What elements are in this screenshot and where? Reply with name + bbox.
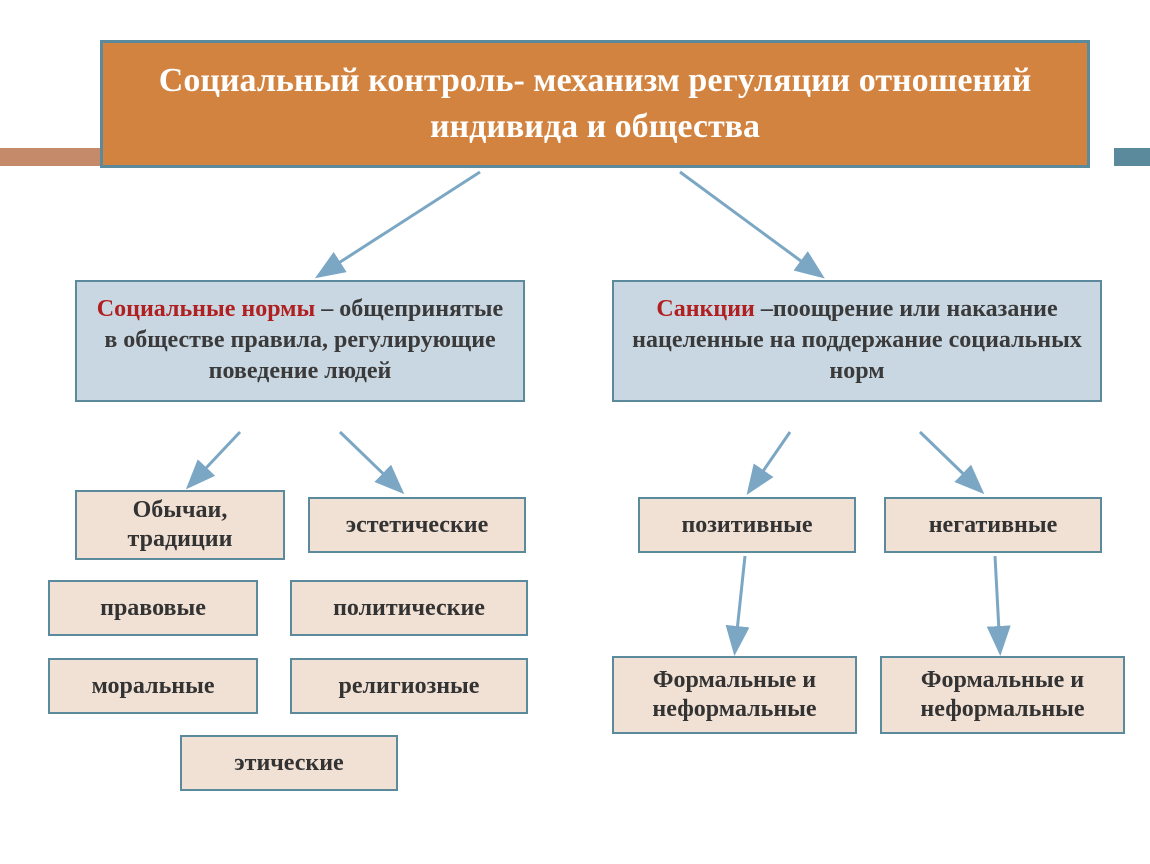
norms-item-religious: религиозные bbox=[290, 658, 528, 714]
norms-item-ethical: этические bbox=[180, 735, 398, 791]
norms-item-legal: правовые bbox=[48, 580, 258, 636]
sanctions-definition: Санкции –поощрение или наказание нацелен… bbox=[612, 280, 1102, 402]
norms-definition: Социальные нормы – общепринятые в общест… bbox=[75, 280, 525, 402]
header-accent-left bbox=[0, 148, 100, 166]
header-accent-right bbox=[1114, 148, 1150, 166]
norms-item-customs: Обычаи, традиции bbox=[75, 490, 285, 560]
sanctions-negative: негативные bbox=[884, 497, 1102, 553]
norms-item-aesthetic: эстетические bbox=[308, 497, 526, 553]
norms-term: Социальные нормы bbox=[97, 296, 315, 322]
diagram-title: Социальный контроль- механизм регуляции … bbox=[100, 40, 1090, 168]
sanctions-positive: позитивные bbox=[638, 497, 856, 553]
norms-item-political: политические bbox=[290, 580, 528, 636]
sanctions-formal-informal-2: Формальные и неформальные bbox=[880, 656, 1125, 734]
norms-item-moral: моральные bbox=[48, 658, 258, 714]
sanctions-term: Санкции bbox=[656, 296, 754, 322]
sanctions-formal-informal-1: Формальные и неформальные bbox=[612, 656, 857, 734]
